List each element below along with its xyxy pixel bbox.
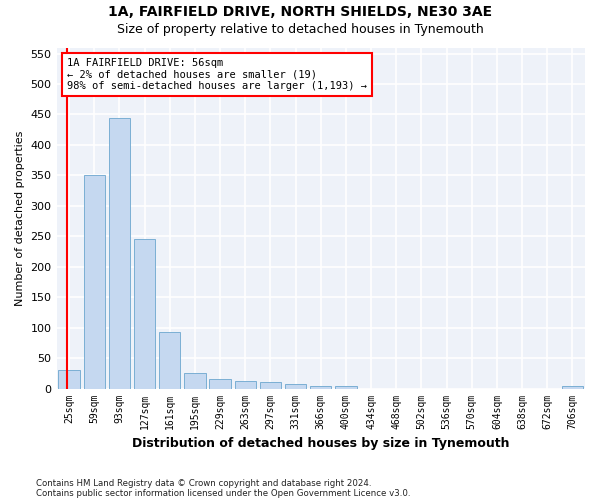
Bar (58, 370, 80, 388)
Bar (310, 386, 331, 388)
Text: 1A FAIRFIELD DRIVE: 56sqm
← 2% of detached houses are smaller (19)
98% of semi-d: 1A FAIRFIELD DRIVE: 56sqm ← 2% of detach… (67, 58, 367, 91)
X-axis label: Distribution of detached houses by size in Tynemouth: Distribution of detached houses by size … (132, 437, 509, 450)
Text: 1A, FAIRFIELD DRIVE, NORTH SHIELDS, NE30 3AE: 1A, FAIRFIELD DRIVE, NORTH SHIELDS, NE30… (108, 5, 492, 19)
Y-axis label: Number of detached properties: Number of detached properties (15, 130, 25, 306)
Bar (335, 386, 356, 388)
Bar (562, 386, 583, 388)
Bar (209, 380, 231, 388)
Text: Contains public sector information licensed under the Open Government Licence v3: Contains public sector information licen… (36, 488, 410, 498)
Bar (235, 380, 256, 388)
Bar (109, 118, 130, 388)
Bar (285, 384, 307, 388)
Text: Size of property relative to detached houses in Tynemouth: Size of property relative to detached ho… (116, 22, 484, 36)
Bar (159, 332, 181, 388)
Bar (260, 382, 281, 388)
Text: Contains HM Land Registry data © Crown copyright and database right 2024.: Contains HM Land Registry data © Crown c… (36, 478, 371, 488)
Bar (134, 240, 155, 388)
Bar (184, 374, 206, 388)
Bar (83, 176, 105, 388)
